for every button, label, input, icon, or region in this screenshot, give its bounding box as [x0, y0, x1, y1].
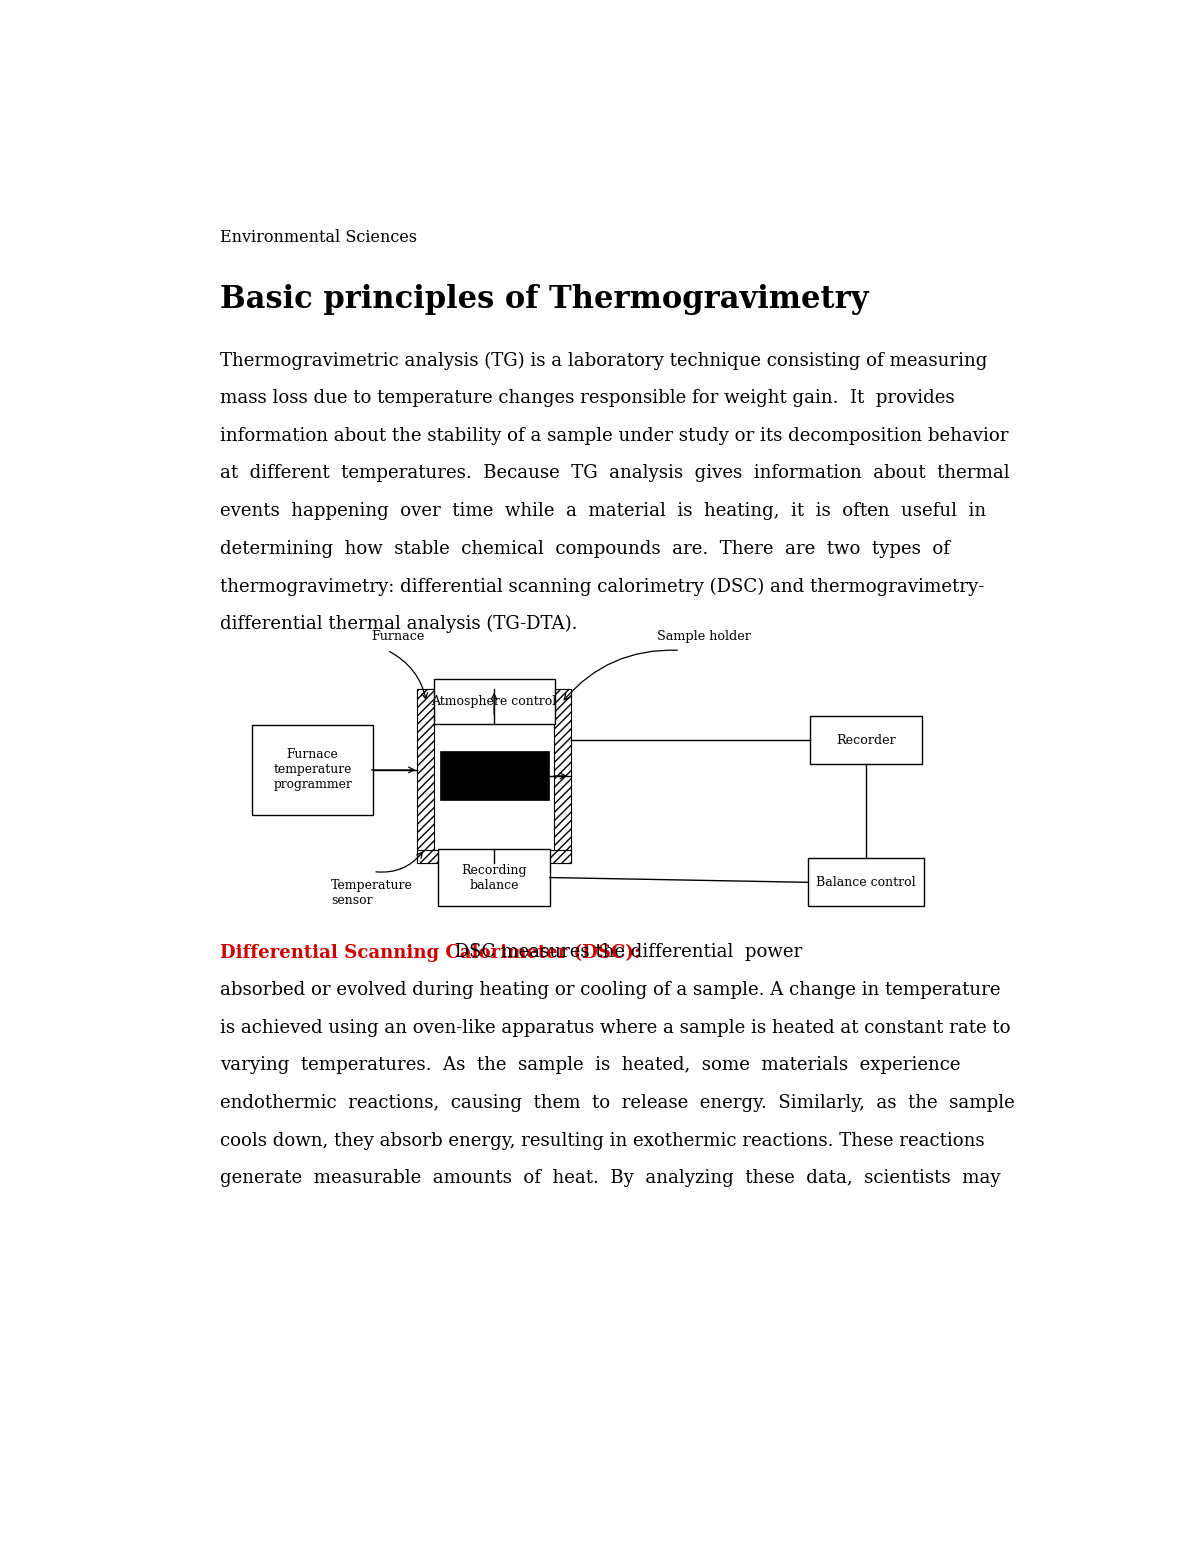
Text: thermogravimetry: differential scanning calorimetry (DSC) and thermogravimetry-: thermogravimetry: differential scanning …: [220, 578, 984, 596]
Bar: [418, 851, 571, 863]
Text: Recording
balance: Recording balance: [461, 863, 527, 891]
Text: DSC measures the differential  power: DSC measures the differential power: [449, 943, 802, 961]
Text: varying  temperatures.  As  the  sample  is  heated,  some  materials  experienc: varying temperatures. As the sample is h…: [220, 1056, 960, 1075]
Text: Atmosphere control: Atmosphere control: [432, 696, 557, 708]
Text: Differential Scanning Calorimeter (DSC):: Differential Scanning Calorimeter (DSC):: [220, 943, 641, 961]
Text: Sample holder: Sample holder: [656, 631, 751, 643]
Text: information about the stability of a sample under study or its decomposition beh: information about the stability of a sam…: [220, 427, 1008, 444]
Bar: [439, 752, 548, 800]
Text: Temperature
sensor: Temperature sensor: [331, 879, 413, 907]
Text: differential thermal analysis (TG-DTA).: differential thermal analysis (TG-DTA).: [220, 615, 577, 634]
Bar: [438, 849, 550, 907]
Text: Recorder: Recorder: [836, 733, 896, 747]
Text: absorbed or evolved during heating or cooling of a sample. A change in temperatu: absorbed or evolved during heating or co…: [220, 981, 1001, 999]
Text: Basic principles of Thermogravimetry: Basic principles of Thermogravimetry: [220, 284, 869, 315]
Bar: [554, 688, 571, 863]
Text: Thermogravimetric analysis (TG) is a laboratory technique consisting of measurin: Thermogravimetric analysis (TG) is a lab…: [220, 351, 988, 370]
Text: Furnace
temperature
programmer: Furnace temperature programmer: [274, 749, 352, 792]
Text: generate  measurable  amounts  of  heat.  By  analyzing  these  data,  scientist: generate measurable amounts of heat. By …: [220, 1169, 1001, 1188]
Text: cools down, they absorb energy, resulting in exothermic reactions. These reactio: cools down, they absorb energy, resultin…: [220, 1132, 984, 1149]
Text: at  different  temperatures.  Because  TG  analysis  gives  information  about  : at different temperatures. Because TG an…: [220, 464, 1009, 483]
Bar: [252, 725, 373, 815]
Bar: [418, 688, 434, 863]
Text: Balance control: Balance control: [816, 876, 916, 888]
Bar: [808, 859, 924, 907]
Bar: [810, 716, 922, 764]
Text: endothermic  reactions,  causing  them  to  release  energy.  Similarly,  as  th: endothermic reactions, causing them to r…: [220, 1093, 1014, 1112]
Text: mass loss due to temperature changes responsible for weight gain.  It  provides: mass loss due to temperature changes res…: [220, 390, 954, 407]
Text: Environmental Sciences: Environmental Sciences: [220, 230, 416, 247]
Text: determining  how  stable  chemical  compounds  are.  There  are  two  types  of: determining how stable chemical compound…: [220, 540, 949, 558]
Bar: [433, 679, 554, 724]
Text: events  happening  over  time  while  a  material  is  heating,  it  is  often  : events happening over time while a mater…: [220, 502, 986, 520]
Text: is achieved using an oven-like apparatus where a sample is heated at constant ra: is achieved using an oven-like apparatus…: [220, 1019, 1010, 1037]
Bar: [418, 688, 571, 705]
Text: Furnace: Furnace: [371, 631, 425, 643]
